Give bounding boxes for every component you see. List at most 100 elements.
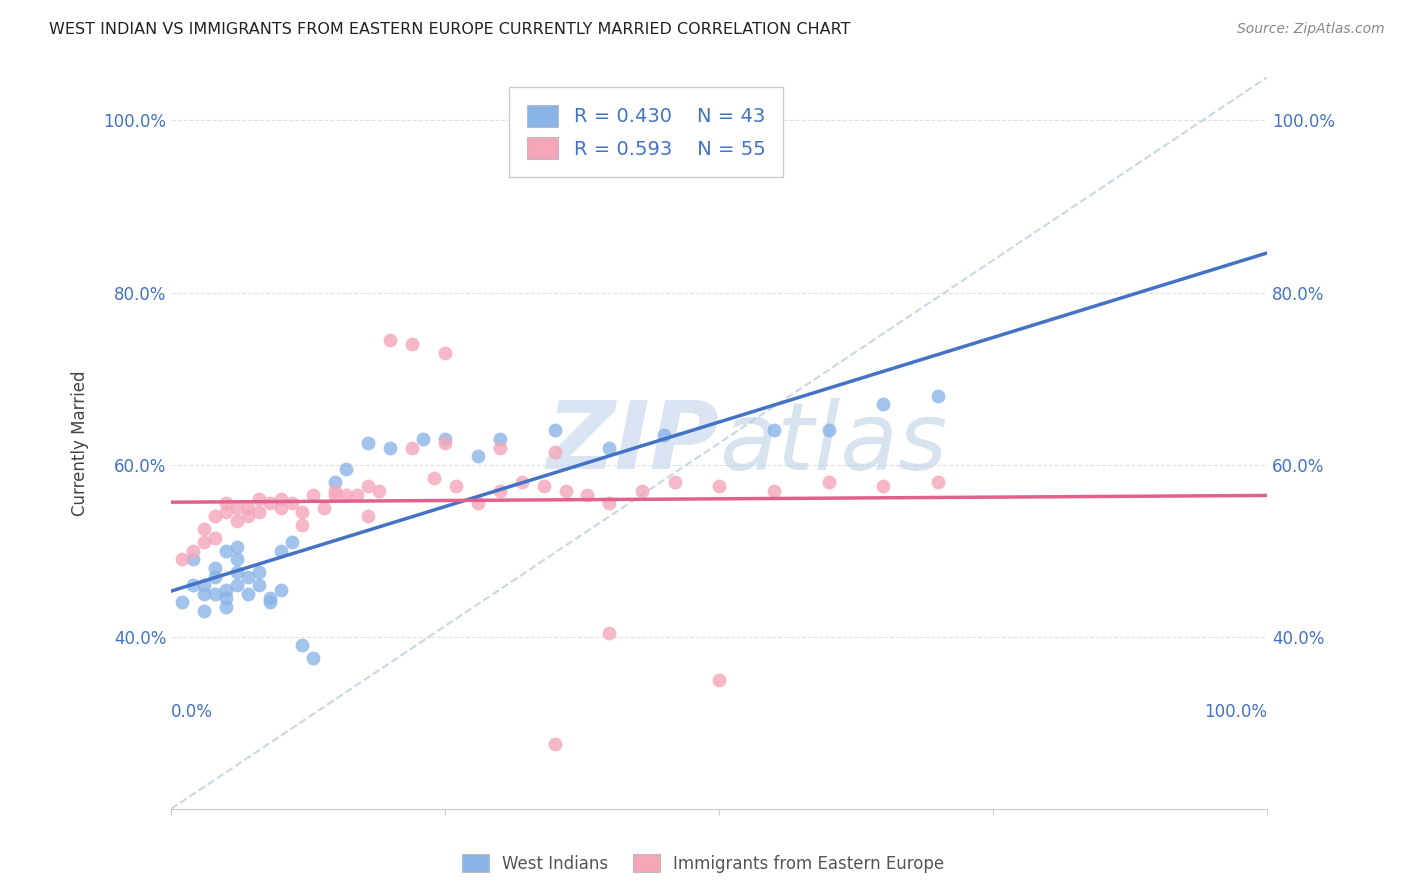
Point <box>204 561 226 575</box>
Text: 100.0%: 100.0% <box>1204 703 1267 721</box>
Point <box>215 496 238 510</box>
Point <box>543 423 565 437</box>
Point <box>433 432 456 446</box>
Point <box>368 483 391 498</box>
Point <box>193 535 215 549</box>
Point <box>170 595 193 609</box>
Text: Source: ZipAtlas.com: Source: ZipAtlas.com <box>1237 22 1385 37</box>
Point <box>872 397 894 411</box>
Point <box>215 505 238 519</box>
Point <box>193 578 215 592</box>
Point <box>927 475 949 489</box>
Point <box>247 492 270 507</box>
Legend: R = 0.430    N = 43, R = 0.593    N = 55: R = 0.430 N = 43, R = 0.593 N = 55 <box>509 87 783 177</box>
Point <box>325 483 347 498</box>
Point <box>467 449 489 463</box>
Point <box>488 441 510 455</box>
Point <box>181 543 204 558</box>
Point <box>247 578 270 592</box>
Point <box>576 488 599 502</box>
Point <box>193 587 215 601</box>
Point <box>467 496 489 510</box>
Point <box>236 587 259 601</box>
Point <box>325 488 347 502</box>
Y-axis label: Currently Married: Currently Married <box>72 370 89 516</box>
Point <box>488 483 510 498</box>
Point <box>325 475 347 489</box>
Point <box>247 566 270 580</box>
Point <box>357 436 380 450</box>
Point <box>598 625 620 640</box>
Point <box>270 543 292 558</box>
Point <box>215 582 238 597</box>
Point <box>193 604 215 618</box>
Point <box>817 423 839 437</box>
Point <box>664 475 686 489</box>
Point <box>380 333 402 347</box>
Point <box>215 591 238 606</box>
Point <box>927 389 949 403</box>
Point <box>225 578 247 592</box>
Point <box>259 496 281 510</box>
Point <box>291 505 314 519</box>
Point <box>280 535 302 549</box>
Point <box>707 673 730 687</box>
Point <box>291 639 314 653</box>
Point <box>225 540 247 554</box>
Point <box>204 587 226 601</box>
Text: WEST INDIAN VS IMMIGRANTS FROM EASTERN EUROPE CURRENTLY MARRIED CORRELATION CHAR: WEST INDIAN VS IMMIGRANTS FROM EASTERN E… <box>49 22 851 37</box>
Point <box>423 470 446 484</box>
Point <box>225 500 247 515</box>
Point <box>401 441 423 455</box>
Point <box>554 483 576 498</box>
Point <box>215 543 238 558</box>
Point <box>817 475 839 489</box>
Point <box>170 552 193 566</box>
Point <box>510 475 533 489</box>
Point <box>314 500 336 515</box>
Point <box>707 479 730 493</box>
Point <box>291 518 314 533</box>
Point <box>631 483 654 498</box>
Point <box>204 569 226 583</box>
Point <box>652 427 675 442</box>
Point <box>225 552 247 566</box>
Point <box>181 552 204 566</box>
Point <box>193 522 215 536</box>
Point <box>357 509 380 524</box>
Point <box>247 505 270 519</box>
Text: atlas: atlas <box>718 398 948 489</box>
Point <box>204 509 226 524</box>
Point <box>302 651 325 665</box>
Point <box>357 479 380 493</box>
Point <box>335 462 357 476</box>
Point <box>302 488 325 502</box>
Point <box>346 488 368 502</box>
Point <box>335 488 357 502</box>
Point <box>280 496 302 510</box>
Point <box>380 441 402 455</box>
Text: ZIP: ZIP <box>546 397 718 489</box>
Point <box>598 441 620 455</box>
Text: 0.0%: 0.0% <box>172 703 212 721</box>
Point <box>236 569 259 583</box>
Point <box>215 599 238 614</box>
Point <box>762 483 785 498</box>
Point <box>412 432 434 446</box>
Point <box>872 479 894 493</box>
Point <box>762 423 785 437</box>
Point <box>259 595 281 609</box>
Legend: West Indians, Immigrants from Eastern Europe: West Indians, Immigrants from Eastern Eu… <box>456 847 950 880</box>
Point <box>270 582 292 597</box>
Point <box>270 492 292 507</box>
Point <box>401 337 423 351</box>
Point <box>433 346 456 360</box>
Point <box>533 479 555 493</box>
Point <box>444 479 467 493</box>
Point <box>236 500 259 515</box>
Point <box>488 432 510 446</box>
Point <box>236 509 259 524</box>
Point <box>204 531 226 545</box>
Point <box>259 591 281 606</box>
Point <box>433 436 456 450</box>
